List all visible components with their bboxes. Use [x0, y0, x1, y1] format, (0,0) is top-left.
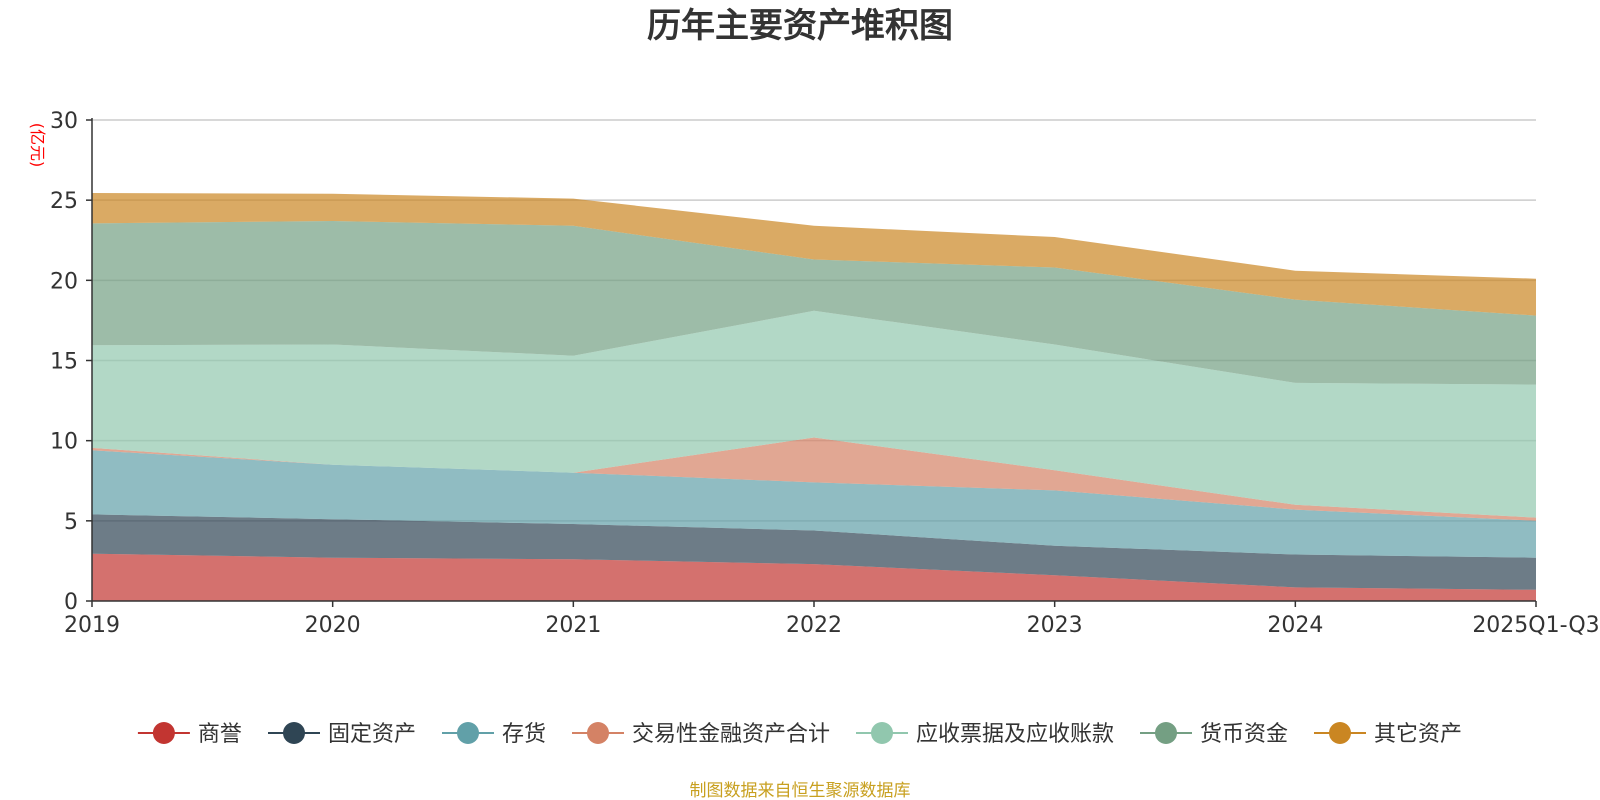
- legend-marker-dot: [1329, 722, 1351, 744]
- y-tick-label: 30: [50, 109, 78, 134]
- source-note: 制图数据来自恒生聚源数据库: [690, 781, 911, 800]
- y-tick-label: 10: [50, 430, 78, 455]
- legend-item-3[interactable]: 存货: [442, 722, 546, 747]
- legend-label: 其它资产: [1374, 722, 1462, 747]
- x-tick-label: 2024: [1267, 613, 1323, 638]
- legend-marker-dot: [1155, 722, 1177, 744]
- x-tick-label: 2021: [545, 613, 601, 638]
- legend-item-2[interactable]: 固定资产: [268, 722, 416, 747]
- y-tick-label: 25: [50, 189, 78, 214]
- x-tick-label: 2019: [64, 613, 120, 638]
- legend-label: 商誉: [198, 722, 242, 747]
- area-series-6[interactable]: [92, 221, 1536, 385]
- area-series-7[interactable]: [92, 193, 1536, 316]
- area-series-2[interactable]: [92, 514, 1536, 590]
- legend-marker-dot: [152, 722, 175, 744]
- legend-item-7[interactable]: 其它资产: [1314, 722, 1462, 747]
- legend-label: 应收票据及应收账款: [916, 722, 1114, 747]
- chart-title: 历年主要资产堆积图: [647, 6, 953, 46]
- legend-marker-dot: [457, 722, 479, 744]
- area-series-group: [92, 193, 1536, 601]
- legend: 商誉 固定资产 存货 交易性金融资产合计 应收票据及应收账款 货币资金 其它资产: [137, 722, 1462, 747]
- legend-item-1[interactable]: 商誉: [137, 722, 242, 747]
- legend-marker-dot: [871, 722, 893, 744]
- area-series-4[interactable]: [92, 437, 1536, 521]
- legend-item-4[interactable]: 交易性金融资产合计: [572, 722, 830, 747]
- x-tick-label: 2025Q1-Q3: [1472, 613, 1599, 638]
- legend-marker-dot: [587, 722, 609, 744]
- y-axis-unit-label: (亿元): [28, 123, 47, 168]
- legend-item-5[interactable]: 应收票据及应收账款: [856, 722, 1114, 747]
- area-series-5[interactable]: [92, 310, 1536, 518]
- x-tick-label: 2023: [1027, 613, 1083, 638]
- legend-item-6[interactable]: 货币资金: [1140, 722, 1288, 747]
- area-series-1[interactable]: [92, 553, 1536, 601]
- y-tick-label: 20: [50, 269, 78, 294]
- axes: 0 5 10 15 20 25 30 2019 2020 2021 2022 2023 2024 2025…: [50, 109, 1600, 638]
- x-tick-label: 2020: [305, 613, 361, 638]
- legend-label: 固定资产: [328, 722, 416, 747]
- y-tick-label: 0: [64, 590, 78, 615]
- y-tick-label: 5: [64, 510, 78, 535]
- legend-marker-dot: [283, 722, 305, 744]
- legend-label: 货币资金: [1200, 722, 1288, 747]
- x-tick-label: 2022: [786, 613, 842, 638]
- area-series-3[interactable]: [92, 450, 1536, 558]
- legend-label: 存货: [502, 722, 546, 747]
- legend-label: 交易性金融资产合计: [632, 722, 830, 747]
- y-tick-label: 15: [50, 350, 78, 375]
